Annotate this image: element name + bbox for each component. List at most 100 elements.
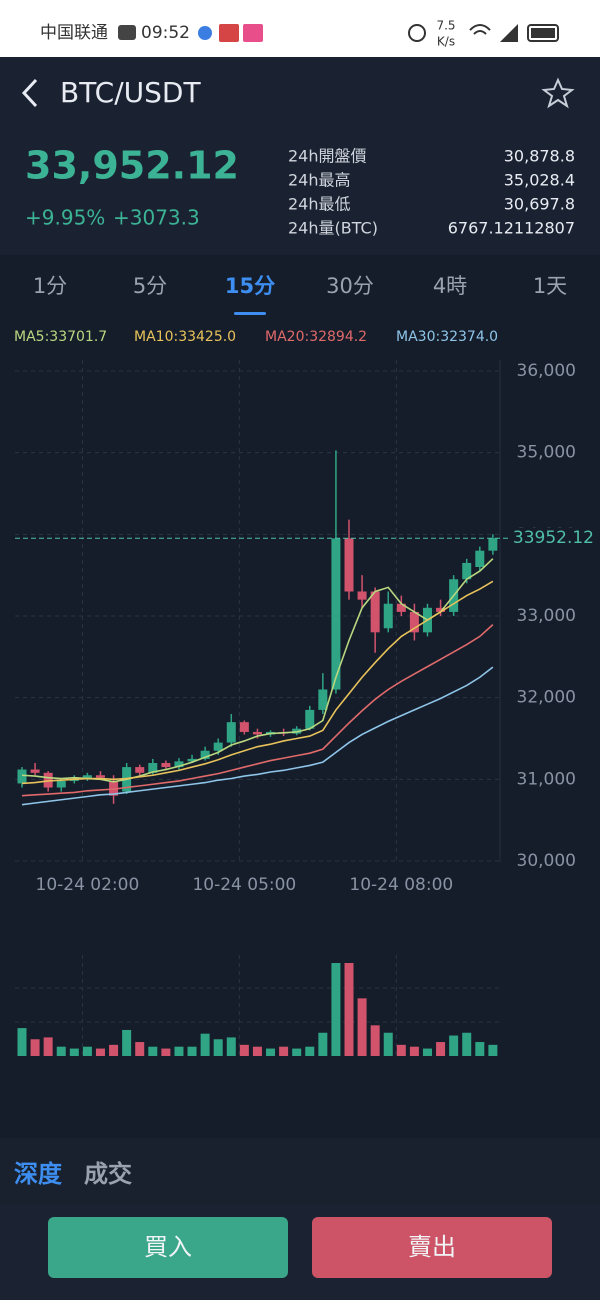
status-bar (0, 0, 600, 57)
x-tick-label: 10-24 02:00 (36, 875, 140, 895)
interval-tab[interactable]: 1分 (33, 274, 67, 298)
candle-body (370, 591, 380, 633)
sell-label: 賣出 (408, 1233, 456, 1261)
change: +3073.3 (113, 206, 200, 230)
volume-bar (331, 963, 341, 1056)
candle-body (17, 769, 27, 784)
ma-legend: MA30:32374.0 (396, 329, 498, 345)
x-tick-label: 10-24 05:00 (192, 875, 296, 895)
favorite-button[interactable] (541, 77, 575, 109)
ma-line (21, 666, 494, 806)
volume-bar (344, 963, 354, 1056)
volume-bar (122, 1029, 132, 1056)
volume-bar (292, 1048, 302, 1056)
pair-title: BTC/USDT (60, 76, 201, 109)
candle-body (82, 775, 92, 780)
interval-tab[interactable]: 4時 (433, 274, 467, 298)
volume-bar (187, 1046, 197, 1056)
candle-body (239, 722, 249, 732)
candle-body (200, 750, 210, 759)
sell-button[interactable] (312, 1217, 552, 1278)
ma-line (21, 558, 494, 783)
volume-bar (69, 1048, 79, 1056)
volume-bar (239, 1044, 249, 1056)
volume-bar (148, 1046, 158, 1056)
stat-value: 35,028.4 (504, 171, 575, 190)
volume-bar (266, 1048, 276, 1056)
candle-body (357, 591, 367, 600)
net-speed-unit: K/s (437, 35, 455, 49)
last-price-label: 33952.12 (513, 528, 594, 548)
interval-tab[interactable]: 15分 (225, 274, 275, 298)
volume-bar (279, 1046, 289, 1056)
candle-body (95, 775, 105, 778)
volume-bar (422, 1048, 432, 1056)
volume-bar (226, 1037, 236, 1056)
ma-legend: MA20:32894.2 (265, 329, 367, 345)
interval-tab[interactable]: 5分 (133, 274, 167, 298)
volume-bar (370, 1025, 380, 1056)
candle-body (69, 779, 79, 781)
y-tick-label: 30,000 (517, 851, 576, 871)
volume-bar (305, 1046, 315, 1056)
buy-button[interactable] (48, 1217, 288, 1278)
trades-tab[interactable]: 成交 (84, 1160, 132, 1188)
volume-bar (174, 1046, 184, 1056)
volume-bar (357, 998, 367, 1056)
volume-bar (161, 1048, 171, 1056)
volume-bar (109, 1044, 119, 1056)
volume-bar (43, 1037, 53, 1056)
candle-body (396, 603, 406, 612)
buy-label: 買入 (144, 1233, 192, 1261)
app-icon (198, 26, 212, 40)
candle-body (109, 780, 119, 796)
volume-bar (449, 1035, 459, 1056)
candle-body (30, 769, 40, 773)
candle-body (436, 607, 446, 612)
net-speed: 7.5 (436, 19, 455, 33)
volume-bar (56, 1046, 66, 1056)
interval-tab[interactable]: 1天 (533, 274, 567, 298)
carrier: 中国联通 (40, 23, 108, 43)
alarm-icon (408, 24, 426, 42)
volume-bar (95, 1048, 105, 1056)
header-panel (0, 57, 600, 255)
tab-indicator (234, 312, 266, 315)
candle-body (161, 763, 171, 768)
volume-bar (396, 1044, 406, 1056)
ma-line (21, 624, 494, 797)
stat-label: 24h最低 (288, 195, 351, 214)
clock: 09:52 (141, 23, 190, 43)
volume-bar (135, 1042, 145, 1056)
volume-bar (200, 1033, 210, 1056)
ma-legend: MA5:33701.7 (14, 329, 107, 345)
stat-value: 30,697.8 (504, 195, 575, 214)
candle-body (226, 722, 236, 743)
volume-bar (488, 1044, 498, 1056)
ma-line (21, 580, 494, 785)
candle-body (135, 767, 145, 773)
y-tick-label: 32,000 (517, 688, 576, 708)
stat-label: 24h開盤價 (288, 147, 367, 166)
x-tick-label: 10-24 08:00 (349, 875, 453, 895)
change-pct: +9.95% (25, 206, 105, 230)
candle-body (344, 538, 354, 592)
signal-icon (500, 24, 518, 42)
candle-body (318, 689, 328, 710)
candle-body (56, 780, 66, 788)
back-button[interactable] (21, 78, 38, 108)
stat-label: 24h量(BTC) (288, 219, 378, 238)
candle-body (213, 742, 223, 751)
volume-bar (475, 1042, 485, 1056)
interval-tab[interactable]: 30分 (326, 274, 374, 298)
depth-tab[interactable]: 深度 (14, 1160, 63, 1188)
battery-icon (527, 24, 559, 42)
ma-legend: MA10:33425.0 (134, 329, 236, 345)
volume-bar (213, 1039, 223, 1056)
hd-icon (118, 25, 136, 40)
candle-body (331, 538, 341, 690)
candle-body (252, 731, 262, 735)
candle-body (488, 538, 498, 551)
